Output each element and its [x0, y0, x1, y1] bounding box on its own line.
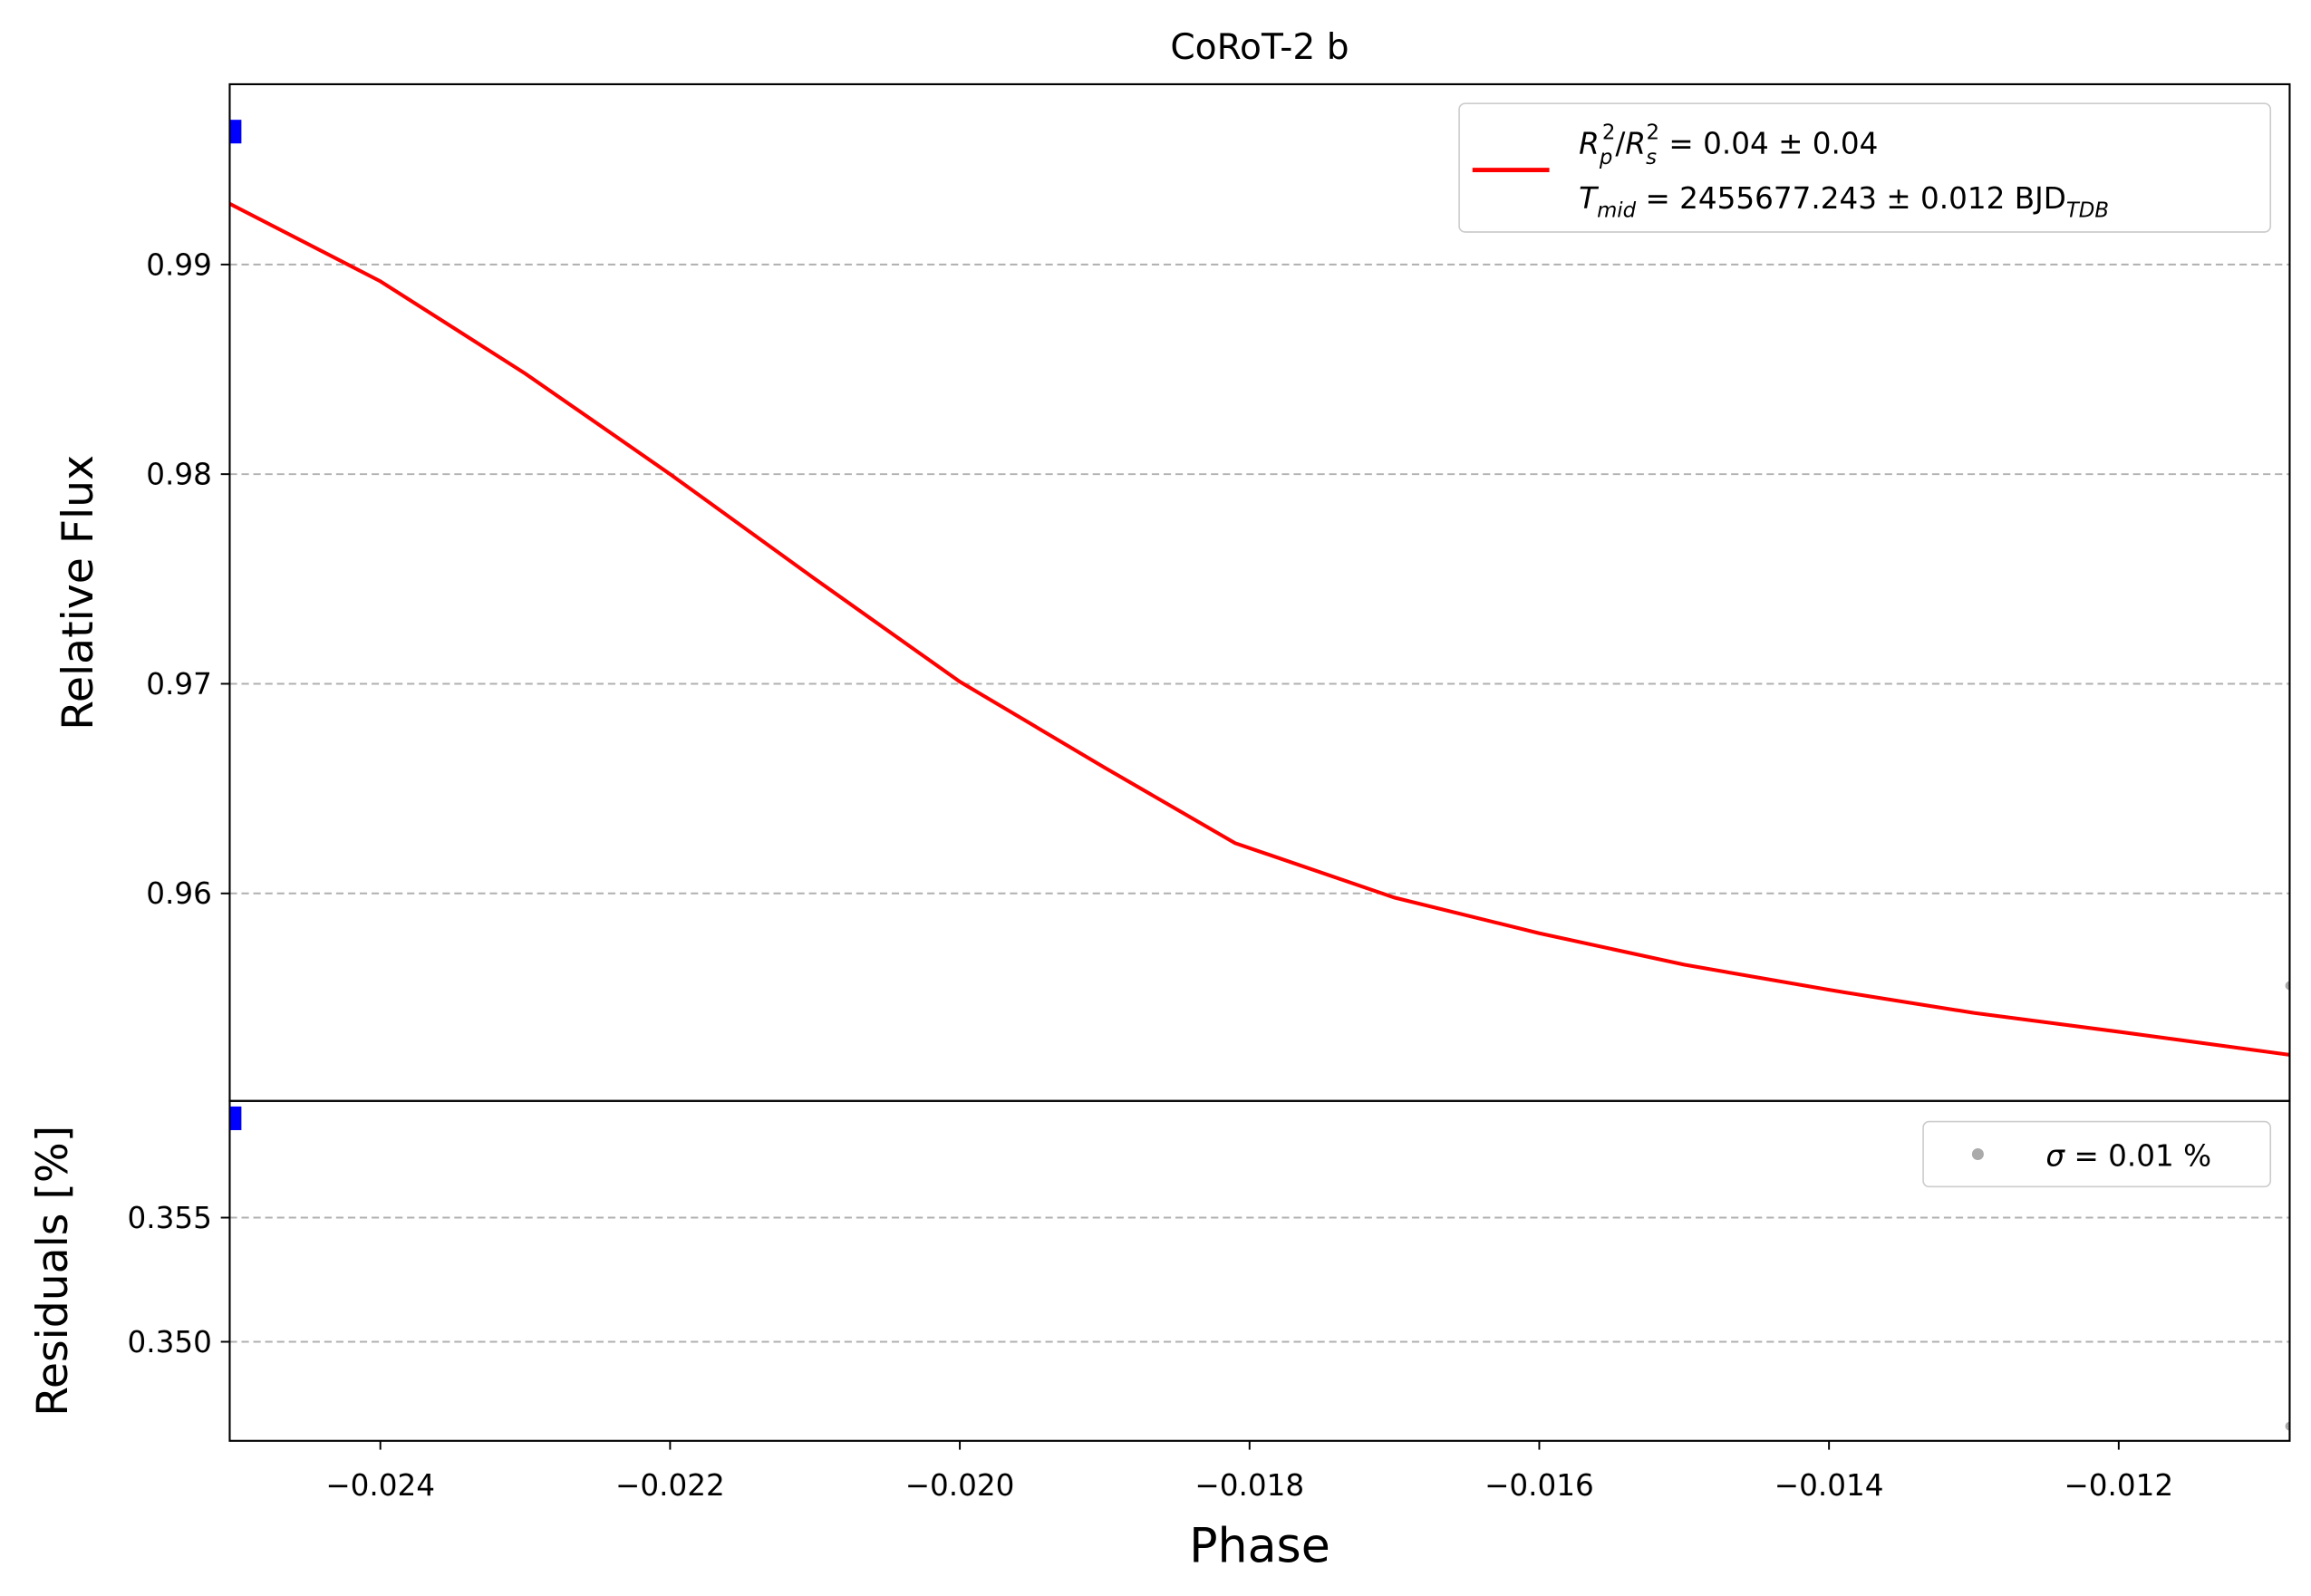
axes-frame: [228, 1099, 2291, 1442]
y-tick-label: 0.99: [146, 247, 212, 282]
legend-text: 2: [1602, 121, 1616, 144]
legend-label: Tmid = 2455677.243 ± 0.012 BJDTDB: [1579, 181, 2109, 223]
legend-box: [1922, 1120, 2272, 1188]
x-tick-label: −0.016: [1484, 1468, 1594, 1503]
legend-text: σ: [2045, 1139, 2065, 1174]
model-line: [229, 201, 2290, 1057]
y-tick-label: 0.97: [146, 667, 212, 701]
x-tick-label: −0.024: [325, 1468, 435, 1503]
legend-text: 2: [1647, 121, 1660, 144]
plots: 0.96 0.97 0.98 0.99 0.350 0.355 −0.024 −0.022 −0…: [128, 82, 2291, 1503]
x-tick-label: −0.020: [905, 1468, 1015, 1503]
legend-text: T: [1579, 181, 1600, 216]
binned-point: [229, 1106, 242, 1130]
x-tick-label: −0.018: [1194, 1468, 1304, 1503]
x-tick-label: −0.014: [1774, 1468, 1884, 1503]
x-axis-label: Phase: [1189, 1519, 1330, 1573]
legend: σ = 0.01 %: [1922, 1120, 2272, 1188]
legend-text: p: [1599, 146, 1612, 169]
legend-text: mid: [1597, 199, 1637, 223]
chart-title: CoRoT-2 b: [1170, 27, 1349, 68]
legend: Rp2/Rs2 = 0.04 ± 0.04 Tmid = 2455677.243…: [1458, 102, 2272, 233]
legend-text: R: [1579, 127, 1600, 161]
legend-text: TDB: [2066, 199, 2109, 223]
y-tick-label: 0.98: [146, 458, 212, 492]
binned-point: [229, 120, 242, 144]
legend-box: [1458, 102, 2272, 233]
legend-text: = 2455677.243 ± 0.012 BJD: [1636, 181, 2066, 216]
series-group: [229, 1106, 2290, 1431]
legend-text: s: [1646, 146, 1657, 169]
y-tick-label: 0.350: [128, 1325, 212, 1359]
legend-label: Rp2/Rs2 = 0.04 ± 0.04: [1579, 121, 1878, 169]
series-group: [229, 120, 2290, 1057]
y-axis-label: Residuals [%]: [28, 1126, 78, 1417]
y-tick-label: 0.355: [128, 1201, 212, 1235]
y-tick-label: 0.96: [146, 876, 212, 911]
data-point: [2285, 1421, 2290, 1431]
legend-text: = 0.01 %: [2064, 1139, 2211, 1174]
legend-text: R: [1625, 127, 1646, 161]
legend-swatch: [1971, 1147, 1984, 1160]
x-tick-label: −0.012: [2064, 1468, 2173, 1503]
x-tick-label: −0.022: [615, 1468, 725, 1503]
legend-label: σ = 0.01 %: [2045, 1139, 2211, 1174]
legend-text: = 0.04 ± 0.04: [1659, 127, 1878, 161]
legend-text: /: [1615, 127, 1625, 161]
y-axis-label: Relative Flux: [53, 455, 103, 730]
data-point: [2285, 981, 2290, 991]
